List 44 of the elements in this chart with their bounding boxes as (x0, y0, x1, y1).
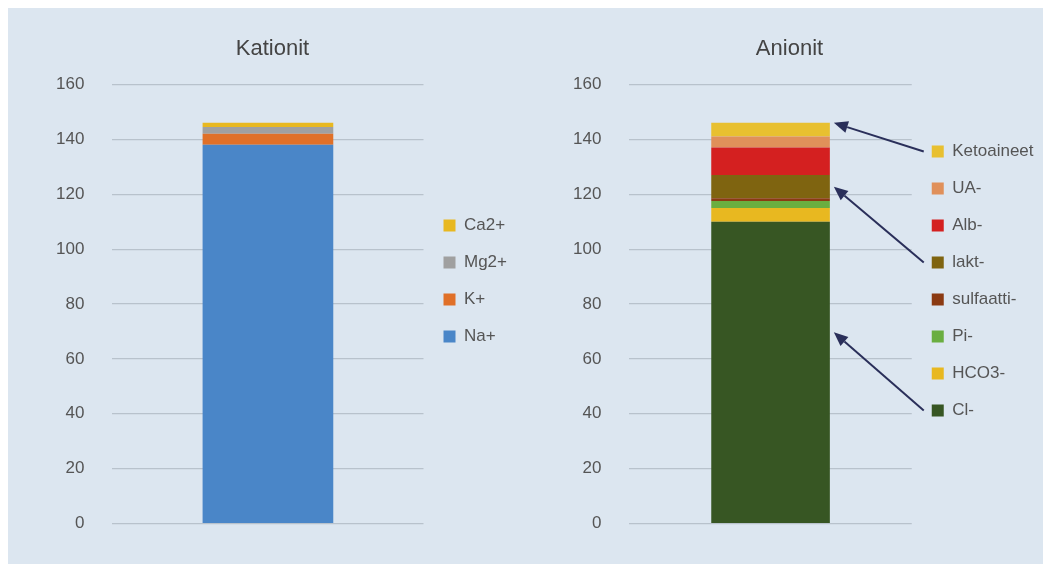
bar (711, 122, 830, 137)
legend-label: HCO3- (952, 363, 1006, 383)
legend-label: lakt- (952, 252, 985, 272)
y-tick-label: 60 (65, 348, 85, 368)
y-tick-label: 40 (65, 403, 85, 423)
y-tick-label: 140 (55, 128, 85, 148)
legend-label: sulfaatti- (952, 289, 1017, 309)
chart-title: Kationit (235, 35, 310, 61)
y-tick-label: 100 (572, 238, 602, 258)
bar (711, 221, 830, 523)
bar (711, 207, 830, 222)
y-tick-label: 0 (591, 513, 602, 533)
legend-label: Na+ (464, 326, 496, 346)
y-tick-label: 80 (65, 293, 85, 313)
bar (711, 198, 830, 202)
y-tick-label: 120 (572, 183, 602, 203)
y-tick-label: 140 (572, 128, 602, 148)
legend-label: Mg2+ (464, 252, 508, 272)
y-tick-label: 20 (65, 458, 85, 478)
y-tick-label: 20 (582, 458, 602, 478)
legend-label: K+ (464, 289, 486, 309)
legend-label: Ketoaineet (952, 141, 1034, 161)
y-tick-label: 0 (74, 513, 85, 533)
legend-label: Cl- (952, 400, 974, 420)
y-tick-label: 160 (55, 74, 85, 94)
legend-label: Ca2+ (464, 215, 506, 235)
bar (202, 144, 334, 523)
bar (202, 126, 334, 134)
y-tick-label: 40 (582, 403, 602, 423)
legend-label: Alb- (952, 215, 983, 235)
legend-label: UA- (952, 178, 982, 198)
bar (202, 122, 334, 127)
y-tick-label: 60 (582, 348, 602, 368)
y-tick-label: 120 (55, 183, 85, 203)
y-tick-label: 160 (572, 74, 602, 94)
bar (711, 136, 830, 148)
bar (711, 147, 830, 175)
bar (202, 133, 334, 145)
y-tick-label: 80 (582, 293, 602, 313)
chart-title: Anionit (755, 35, 824, 61)
bar (711, 174, 830, 199)
legend-label: Pi- (952, 326, 974, 346)
y-tick-label: 100 (55, 238, 85, 258)
bar (711, 201, 830, 208)
